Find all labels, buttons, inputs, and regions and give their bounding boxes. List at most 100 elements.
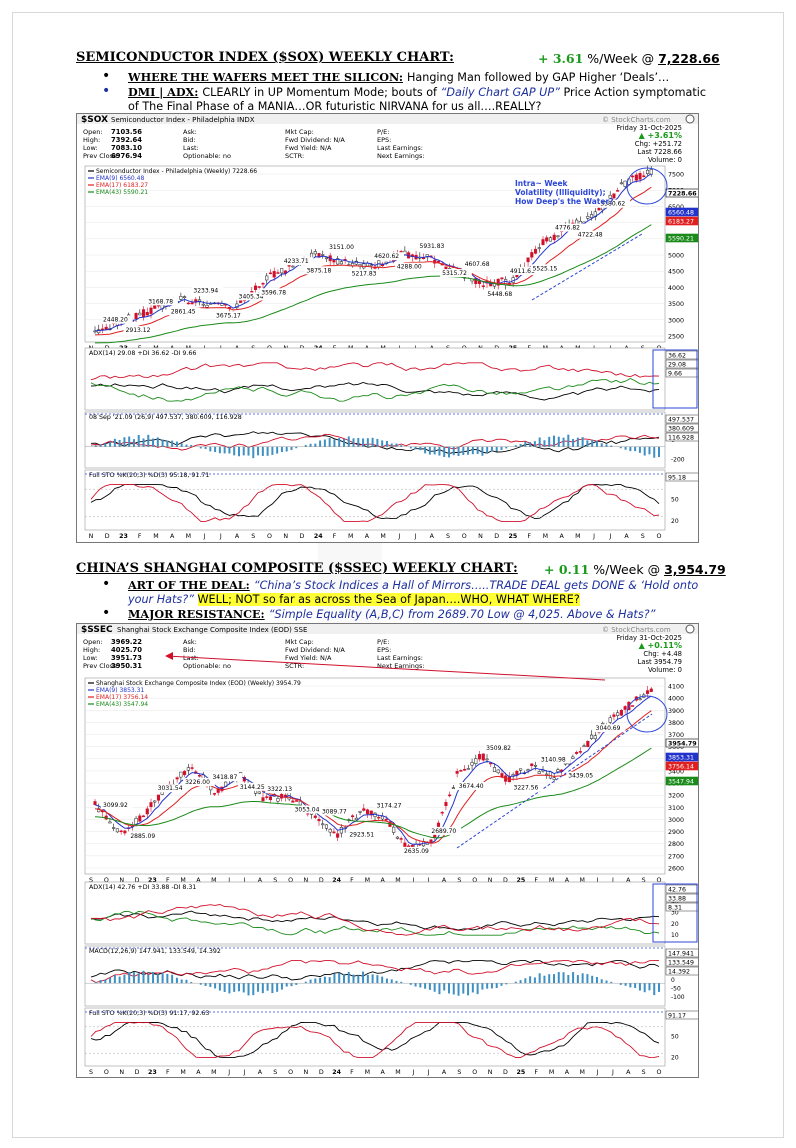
price-candle — [141, 815, 146, 818]
chart-watermark: © StockCharts.com — [602, 626, 671, 634]
macd-histogram-bar — [214, 446, 217, 453]
macd-line — [90, 431, 660, 454]
x-axis-tick-bottom: N — [488, 1069, 493, 1076]
macd-histogram-bar — [414, 983, 417, 987]
price-y-tick: 2500 — [668, 334, 684, 341]
price-y-tick: 3100 — [668, 805, 684, 812]
price-candle — [548, 771, 553, 779]
price-candle — [593, 735, 597, 740]
price-tag-value: 3853.31 — [668, 755, 694, 762]
price-candle — [328, 828, 332, 833]
macd-histogram-bar — [347, 436, 350, 447]
ssec-chart-svg: $SSEC Shanghai Stock Exchange Composite I… — [77, 624, 698, 1076]
price-y-tick: 6500 — [668, 204, 684, 211]
macd-histogram-bar — [228, 983, 231, 994]
price-candle — [496, 278, 500, 286]
x-axis-tick: J — [596, 877, 599, 884]
x-axis-tick: 23 — [148, 877, 157, 884]
macd-histogram-bar — [323, 439, 326, 447]
macd-histogram-bar — [295, 983, 298, 985]
price-label-bg — [236, 292, 269, 301]
macd-histogram-bar — [395, 443, 398, 447]
macd-histogram-bar — [190, 982, 193, 984]
ssec-weekly-chart: $SSEC Shanghai Stock Exchange Composite I… — [76, 623, 699, 1078]
price-candle — [119, 830, 123, 833]
macd-histogram-bar — [118, 439, 121, 447]
adx-highlight-box — [652, 883, 698, 943]
legend-entry: EMA(17) 3756.14 — [96, 694, 148, 701]
ssec-bullet-resistance-text: “Simple Equality (A,B,C) from 2689.70 Lo… — [268, 608, 656, 621]
x-axis-tick-bottom: J — [219, 533, 222, 540]
sto-line — [90, 484, 660, 520]
macd-histogram-bar — [180, 979, 183, 984]
price-label: 2923.51 — [349, 831, 374, 838]
price-candle — [631, 175, 635, 178]
price-y-tick: 7500 — [668, 172, 684, 179]
price-label-bg — [155, 784, 188, 793]
adx-highlight-box — [652, 349, 698, 409]
price-candle — [358, 264, 362, 267]
macd-histogram-bar — [319, 977, 322, 984]
price-candle — [481, 285, 485, 287]
legend-entry: Semiconductor Index - Philadelphia (Week… — [96, 168, 257, 175]
price-candle — [138, 815, 142, 822]
x-axis-tick-bottom: M — [580, 1069, 585, 1076]
price-candle — [369, 264, 373, 267]
quote-volume: Volume: 0 — [648, 666, 682, 674]
ssec-bullet-resistance-label: MAJOR RESISTANCE: — [128, 607, 265, 621]
macd-histogram-bar — [424, 446, 427, 454]
price-candle — [138, 312, 142, 316]
macd-histogram-bar — [218, 446, 221, 454]
price-candle — [399, 838, 403, 840]
price-label-bg — [484, 743, 516, 752]
x-axis-tick: J — [227, 877, 230, 884]
macd-y-tick: -100 — [671, 994, 685, 1001]
price-label: 3174.27 — [377, 803, 402, 810]
price-label: 2689.70 — [431, 828, 456, 835]
quote-label: Low: — [83, 144, 98, 152]
macd-tag-value: 116.928 — [668, 435, 694, 442]
quote-value: 3969.22 — [111, 638, 142, 646]
macd-histogram-bar — [342, 973, 345, 984]
price-candle — [291, 265, 295, 268]
price-candle — [526, 769, 530, 772]
adx-tag-value: 33.88 — [668, 896, 686, 903]
macd-histogram-bar — [419, 446, 422, 451]
price-y-tick: 2900 — [668, 829, 684, 836]
macd-histogram-bar — [152, 971, 155, 984]
macd-histogram-bar — [214, 983, 217, 989]
price-candle — [556, 769, 560, 773]
macd-histogram-bar — [567, 434, 570, 447]
quote-last: Last 7228.66 — [638, 148, 682, 156]
price-candle — [470, 762, 474, 766]
x-axis-tick-bottom: J — [203, 533, 206, 540]
price-tag — [665, 207, 698, 217]
price-candle — [261, 282, 265, 285]
macd-histogram-bar — [457, 983, 460, 996]
x-axis-tick-bottom: D — [503, 1069, 508, 1076]
macd-histogram-bar — [247, 446, 250, 456]
price-y-tick: 3000 — [668, 817, 684, 824]
price-label: 3227.56 — [514, 784, 539, 791]
macd-histogram-bar — [586, 974, 589, 984]
x-axis-tick-bottom: M — [211, 1069, 216, 1076]
price-candle — [257, 791, 261, 794]
price-label: 3418.87 — [212, 774, 237, 781]
x-axis-tick-bottom: M — [395, 1069, 400, 1076]
price-label-bg — [372, 252, 405, 261]
quote-date: Friday 31-Oct-2025 — [616, 634, 682, 642]
x-axis-tick-bottom: 23 — [148, 1069, 157, 1076]
x-axis-tick: A — [565, 877, 570, 884]
macd-histogram-bar — [99, 980, 102, 984]
price-y-tick: 3600 — [668, 744, 684, 751]
price-candle — [257, 286, 261, 288]
x-axis-tick: 24 — [332, 877, 341, 884]
adx-tag-value: 8.31 — [668, 905, 682, 912]
price-y-tick: 2700 — [668, 853, 684, 860]
price-candle — [145, 808, 149, 815]
x-axis-tick: F — [166, 877, 170, 884]
quote-mid-label: Bid: — [183, 136, 196, 144]
macd-histogram-bar — [624, 983, 627, 986]
price-candle — [339, 827, 343, 834]
price-label-bg — [507, 267, 540, 276]
